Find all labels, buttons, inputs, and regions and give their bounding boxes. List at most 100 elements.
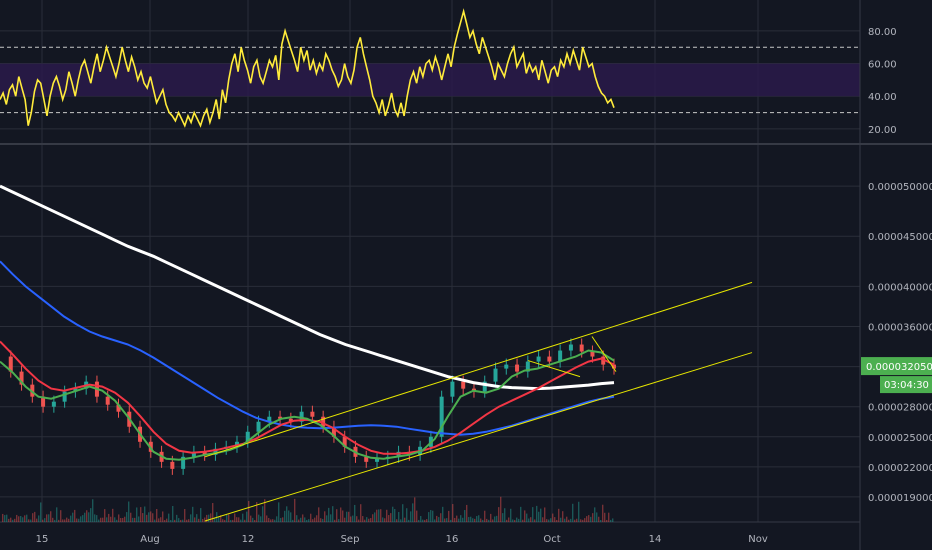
volume-bar [200,508,202,522]
volume-bar [386,509,388,522]
volume-bar [86,510,88,522]
volume-bar [314,517,316,522]
volume-bar [456,515,458,522]
volume-bar [318,507,320,522]
volume-bar [138,516,140,522]
volume-bar [382,517,384,522]
candle-body [191,451,196,457]
price-tag-label: 0.000032050 [866,362,932,373]
volume-bar [8,518,10,522]
volume-bar [108,513,110,522]
volume-bar [170,519,172,522]
volume-bar [340,507,342,522]
volume-bar [394,509,396,522]
volume-bar [458,518,460,522]
volume-bar [114,517,116,522]
volume-bar [418,519,420,522]
volume-bar [286,506,288,522]
volume-bar [464,510,466,522]
volume-bar [244,519,246,522]
volume-bar [100,517,102,522]
volume-bar [378,509,380,522]
volume-bar [434,519,436,522]
volume-bar [388,515,390,522]
volume-bar [192,506,194,522]
volume-bar [30,519,32,522]
volume-bar [402,504,404,522]
volume-bar [384,518,386,522]
volume-bar [352,515,354,522]
volume-bar [376,509,378,522]
volume-bar [412,503,414,522]
volume-bar [336,509,338,522]
volume-bar [308,519,310,522]
volume-bar [194,517,196,522]
volume-bar [38,515,40,522]
volume-bar [24,515,26,522]
channel-upper-line [204,281,753,458]
volume-bar [122,517,124,522]
volume-bar [578,501,580,522]
volume-bar [176,514,178,522]
volume-bar [128,501,130,522]
candle-body [558,350,563,362]
volume-bar [212,503,214,522]
volume-bar [204,517,206,522]
volume-bar [552,513,554,522]
volume-bar [288,510,290,522]
volume-bar [536,505,538,522]
volume-bar [586,516,588,522]
volume-bar [124,516,126,522]
volume-bar [438,517,440,522]
volume-bar [310,513,312,522]
volume-bar [96,515,98,522]
countdown-badge [880,376,932,394]
volume-bar [202,518,204,522]
volume-bar [112,508,114,522]
volume-bar [364,519,366,522]
volume-bar [134,517,136,522]
volume-bar [14,518,16,522]
volume-bar [334,519,336,522]
volume-bar [368,518,370,522]
volume-bar [70,515,72,522]
volume-bar [270,519,272,522]
candle-body [482,381,487,392]
volume-bar [142,513,144,522]
volume-bar [294,498,296,522]
volume-bar [370,518,372,522]
volume-bar [498,507,500,522]
volume-bar [568,519,570,522]
volume-bars [2,496,614,522]
candle-body [439,396,444,437]
volume-bar [28,519,30,522]
candle-body [536,356,541,362]
volume-bar [84,512,86,522]
volume-bar [326,515,328,522]
volume-bar [304,517,306,522]
volume-bar [452,504,454,522]
volume-bar [422,519,424,522]
volume-bar [154,519,156,522]
volume-bar [566,516,568,522]
volume-bar [50,511,52,522]
candle-body [170,461,175,469]
volume-bar [264,499,266,522]
volume-bar [220,515,222,522]
volume-bar [324,511,326,522]
rsi-line [0,8,615,128]
volume-bar [546,519,548,522]
volume-bar [190,514,192,522]
volume-bar [90,508,92,522]
volume-bar [232,519,234,522]
volume-bar [68,518,70,522]
volume-bar [292,519,294,522]
rsi-tick-label: 40.00 [868,92,897,103]
volume-bar [350,516,352,522]
volume-bar [280,517,282,522]
volume-bar [94,514,96,522]
volume-bar [468,517,470,522]
countdown-label: 03:04:30 [884,380,929,391]
volume-bar [544,507,546,522]
